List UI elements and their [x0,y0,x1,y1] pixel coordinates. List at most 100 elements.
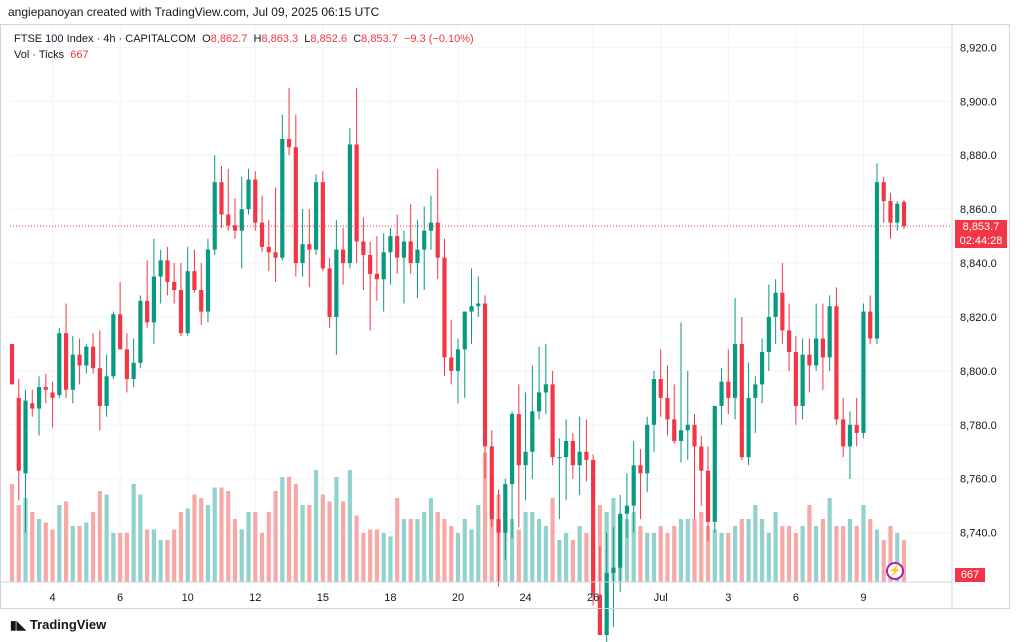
candle-body [482,303,488,447]
bar-countdown: 02:44:28 [959,235,1003,248]
candle-body [320,182,325,269]
candle-body [658,378,663,398]
volume-bar [847,519,853,582]
candle [604,532,609,642]
volume-bar [327,501,332,582]
candle [746,362,751,466]
volume-bar [895,533,900,582]
lightning-icon[interactable]: ⚡ [886,562,904,580]
candle-body [834,306,839,420]
candle-body [273,252,278,258]
candle [293,114,298,277]
y-tick-label: 8,920.0 [960,42,997,54]
candle [395,214,400,274]
candle-body [381,252,386,280]
candle-body [334,249,339,317]
volume-bar [232,519,238,582]
volume-bar [219,487,224,582]
y-tick-label: 8,860.0 [960,204,997,216]
candle [807,338,812,393]
candle-body [266,246,271,253]
volume-bar [509,519,515,582]
volume-bar [624,519,630,582]
volume-bar [280,477,285,582]
candle-body [462,311,467,350]
volume-bar [151,529,157,582]
volume-bar [834,526,839,582]
volume-bar [36,519,42,582]
candle [570,432,575,479]
candle-body [597,594,603,636]
volume-bar [401,519,407,582]
candle [665,365,670,436]
volume-bar [530,512,535,582]
volume-bar [638,526,643,582]
candle [739,316,744,460]
candle-body [651,378,657,425]
x-tick-label: 24 [519,592,531,604]
volume-bar [199,498,204,582]
candle-body [408,241,413,264]
candle [854,397,859,447]
volume-label[interactable]: Vol · Ticks [14,49,65,61]
candle-body [503,484,508,533]
candle-body [435,222,440,258]
candle [685,370,690,460]
candle [712,405,717,533]
candle-body [672,419,677,441]
candle-body [422,230,427,250]
volume-bar [428,498,434,582]
candle [165,246,170,296]
volume-bar [158,540,163,582]
candle [759,338,765,404]
candle-body [118,314,123,350]
candle [307,209,312,288]
last-price-tag: 8,853.7 02:44:28 [955,220,1007,249]
volume-bar [861,505,866,582]
candle [482,295,488,479]
tradingview-logo-icon: ▮◣ [10,617,26,632]
candle-body [787,330,792,353]
candle-body [239,209,244,231]
volume-bar [313,470,319,582]
candle-body [678,430,684,441]
candle-body [104,376,109,406]
candle-body [874,182,880,339]
volume-bar [84,522,89,582]
volume-bar [368,529,373,582]
close-value: 8,853.7 [361,33,398,45]
candle [881,176,886,223]
candle [172,263,177,304]
volume-bar [807,505,812,582]
y-tick-label: 8,820.0 [960,312,997,324]
volume-bar [814,526,819,582]
candle-body [368,254,373,274]
candle [834,287,839,425]
volume-bar [780,526,785,582]
volume-bar [678,519,684,582]
candle [368,241,373,331]
candle-body [827,306,832,358]
candle [638,449,643,520]
volume-bar [131,484,136,582]
candle-body [428,222,434,231]
candle-body [57,333,62,396]
candle-body [374,273,380,280]
volume-bar [77,526,82,582]
candle [50,381,55,428]
symbol-name[interactable]: FTSE 100 Index · 4h · CAPITALCOM [14,33,196,45]
volume-bar [226,491,231,582]
candle [847,411,853,479]
candle-body [901,201,907,227]
candle-body [739,343,744,458]
candle [36,376,42,436]
x-tick-label: 4 [49,592,55,604]
volume-bar [124,533,129,582]
volume-bar [388,536,393,582]
candle [489,430,494,528]
price-axis: 8,740.0 8,760.0 8,780.0 8,800.0 8,820.0 8,840… [951,24,997,609]
candle-body [530,411,535,452]
candle-body [442,257,447,358]
volume-bar [793,533,798,582]
